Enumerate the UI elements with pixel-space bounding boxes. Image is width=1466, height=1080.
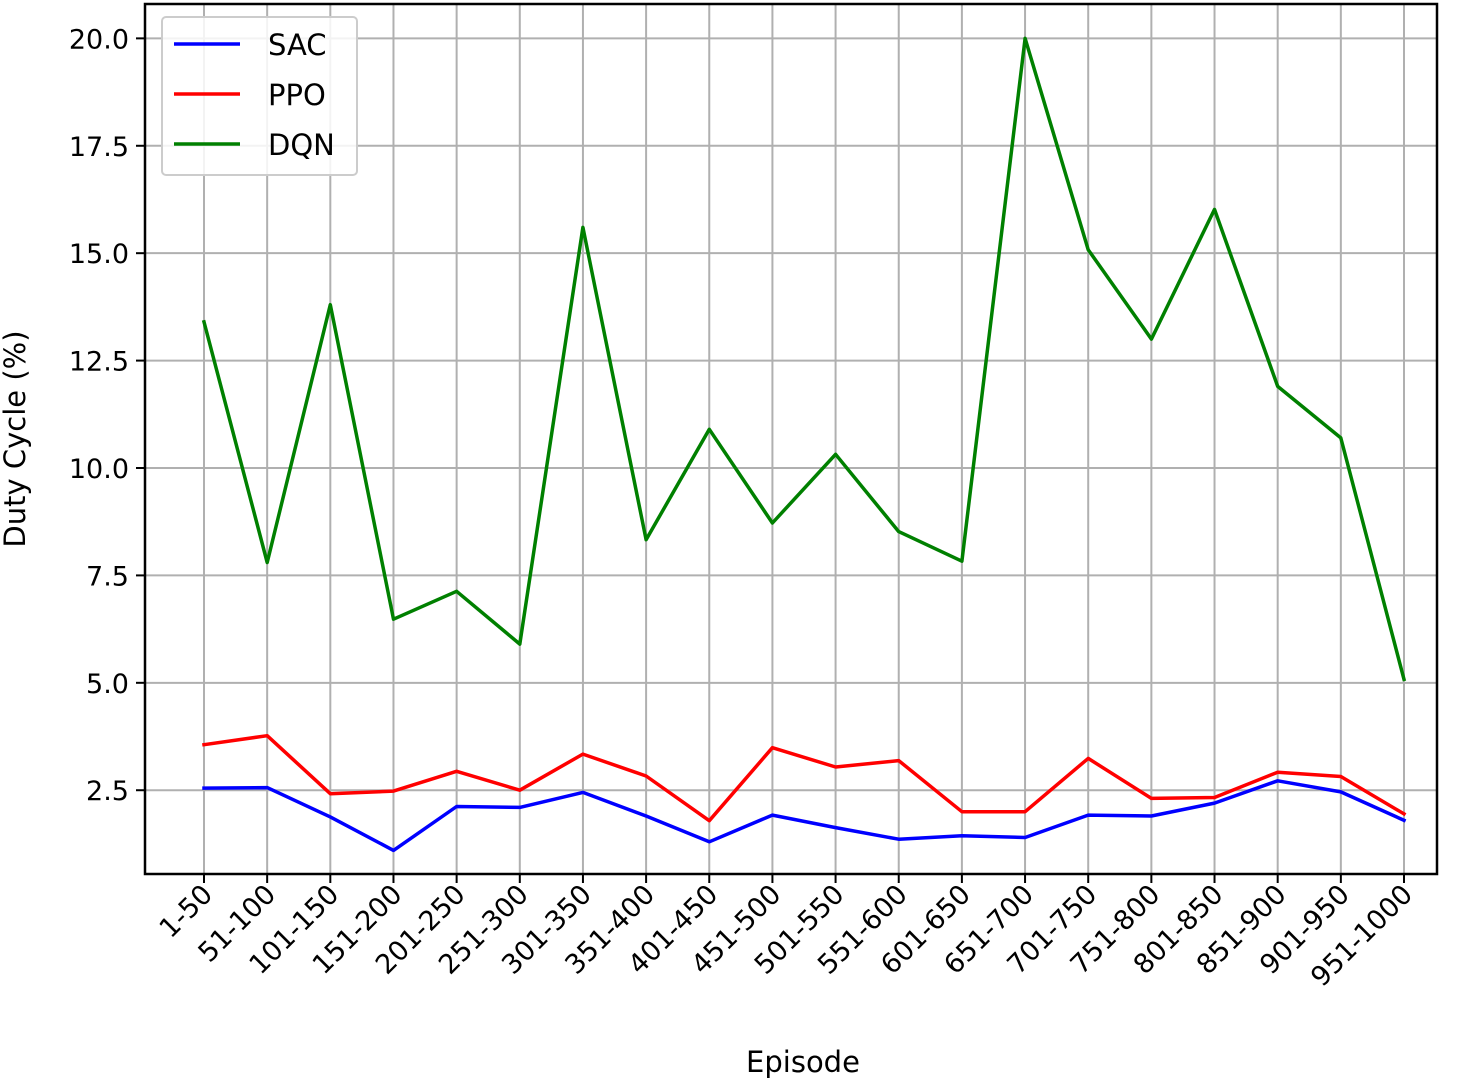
series-layer <box>201 36 1407 853</box>
y-tick-label: 5.0 <box>86 669 129 700</box>
y-tick-label: 20.0 <box>69 24 129 55</box>
series-line-sac <box>202 779 1407 853</box>
legend-label-ppo: PPO <box>268 78 326 112</box>
y-tick-label: 15.0 <box>69 239 129 270</box>
series-line-dqn <box>201 36 1407 682</box>
y-tick-label: 12.5 <box>69 347 129 378</box>
x-axis-label: Episode <box>746 1045 860 1079</box>
x-axis: 1-5051-100101-150151-200201-250251-30030… <box>154 874 1419 993</box>
series-line-ppo <box>202 733 1407 823</box>
y-tick-label: 2.5 <box>86 776 129 807</box>
grid <box>145 4 1437 874</box>
y-axis-label: Duty Cycle (%) <box>0 330 32 547</box>
y-tick-label: 17.5 <box>69 132 129 163</box>
y-axis: 2.5 5.0 7.5 10.0 12.5 15.0 17.5 20.0 <box>69 24 145 807</box>
legend-label-sac: SAC <box>268 28 327 62</box>
legend: SAC PPO DQN <box>161 16 358 176</box>
y-tick-label: 10.0 <box>69 454 129 485</box>
y-tick-label: 7.5 <box>86 561 129 592</box>
plot-area-frame <box>143 2 1439 876</box>
legend-label-dqn: DQN <box>268 128 335 162</box>
legend-box <box>161 16 358 176</box>
